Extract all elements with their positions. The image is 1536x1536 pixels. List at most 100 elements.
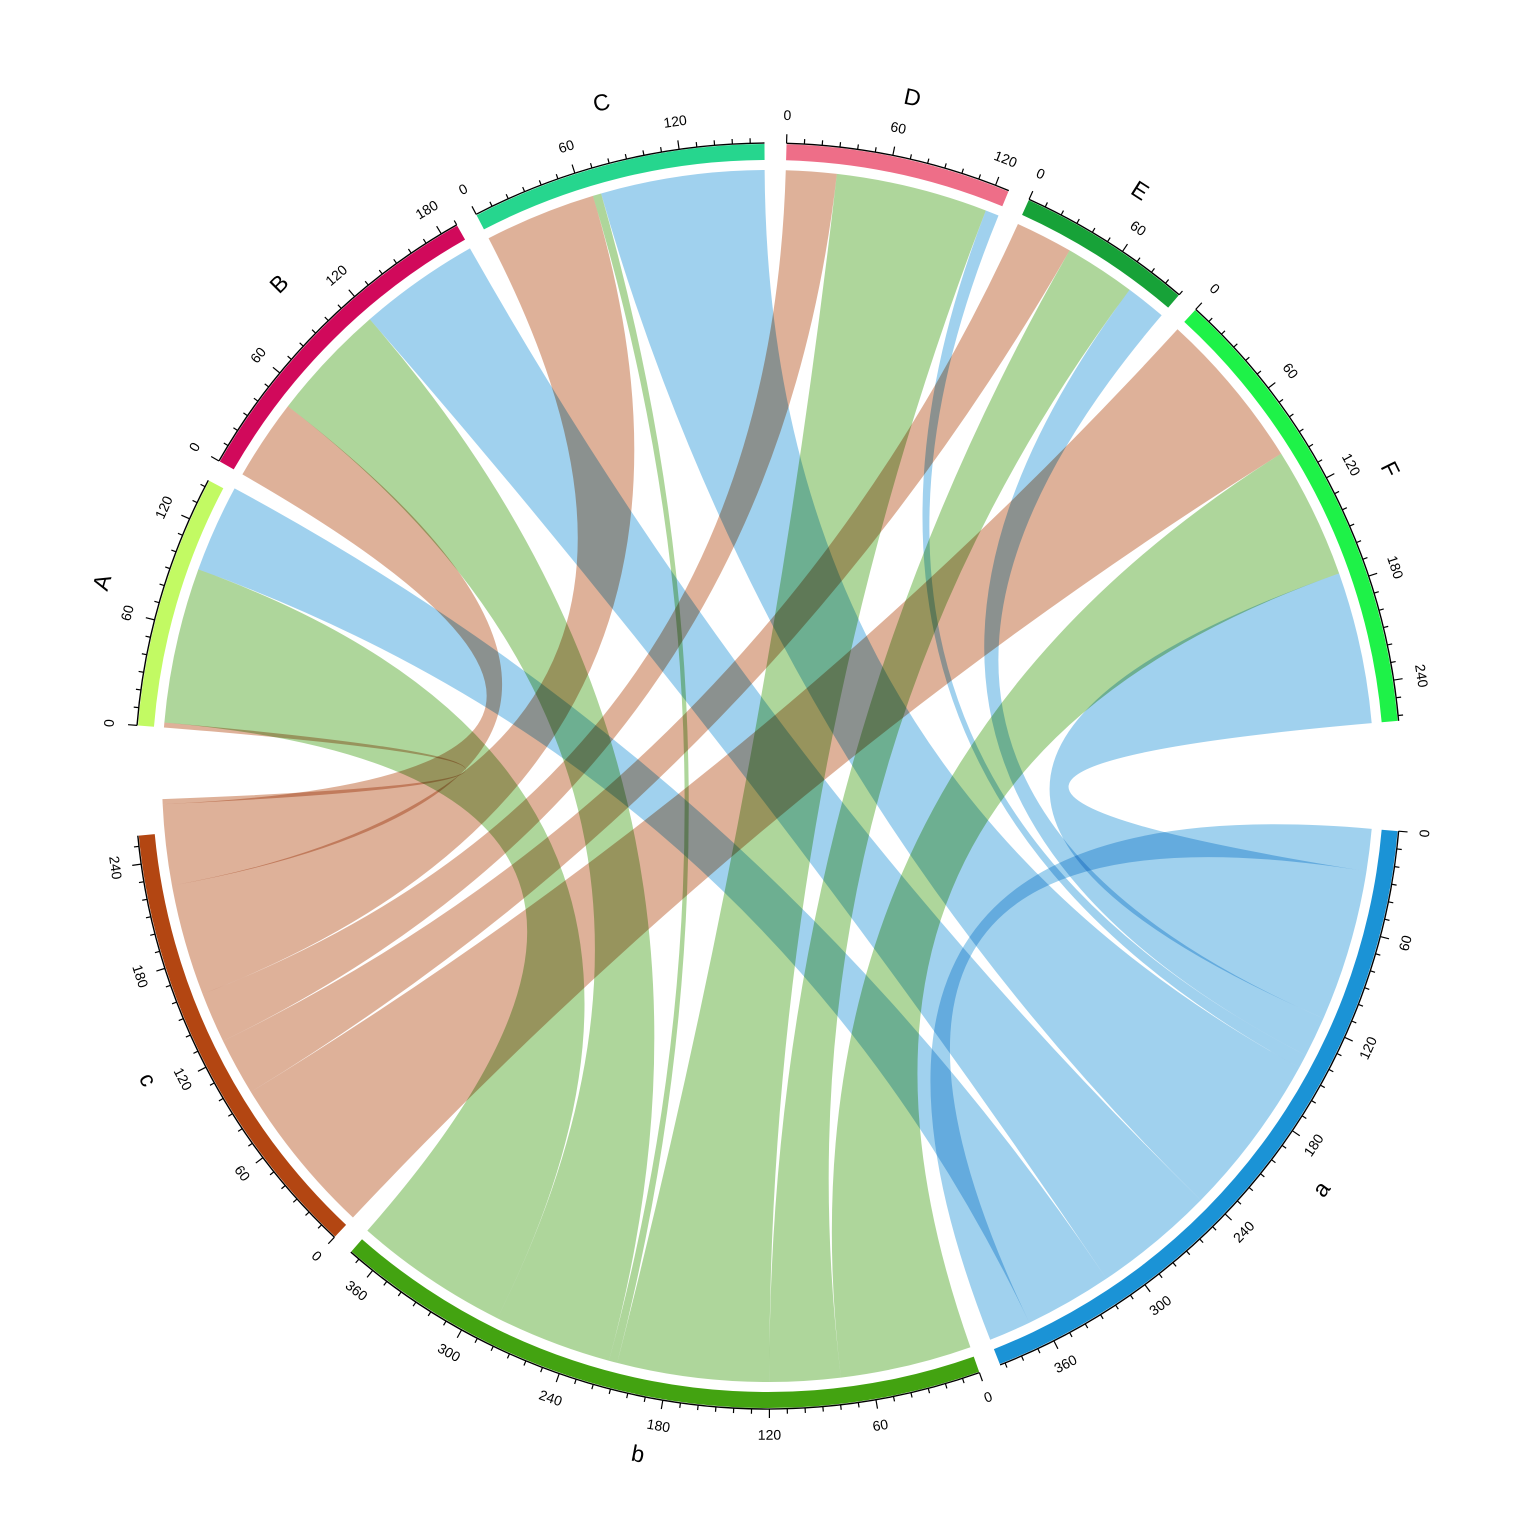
tick-B-110	[337, 304, 342, 309]
tick-C-110	[660, 146, 663, 153]
tick-A-110	[177, 532, 183, 536]
tick-C-20	[505, 193, 509, 200]
tick-F-80	[1288, 413, 1294, 418]
tick-c-160	[171, 1001, 177, 1005]
tick-a-360	[1053, 1340, 1059, 1350]
tick-b-350	[383, 1280, 388, 1286]
tick-a-270	[1186, 1250, 1191, 1256]
tick-label-C-60: 60	[556, 136, 576, 156]
tick-label-b-60: 60	[871, 1416, 889, 1434]
tick-A-60	[145, 617, 155, 621]
tick-a-340	[1084, 1323, 1089, 1329]
tick-b-80	[840, 1404, 842, 1410]
tick-B-150	[393, 258, 398, 264]
tick-label-D-60: 60	[889, 118, 908, 137]
tick-B-30	[243, 412, 248, 417]
tick-C-90	[624, 154, 628, 160]
sector-label-a: a	[1307, 1176, 1336, 1202]
tick-F-50	[1256, 370, 1262, 375]
tick-a-130	[1336, 1052, 1342, 1057]
tick-label-c-120: 120	[171, 1065, 196, 1093]
tick-A-100	[171, 549, 177, 553]
tick-a-90	[1364, 987, 1370, 990]
tick-label-c-60: 60	[231, 1162, 253, 1184]
link-A-c	[162, 722, 466, 805]
tick-E-70	[1136, 257, 1141, 263]
tick-c-60	[255, 1157, 264, 1164]
tick-c-240	[132, 863, 142, 866]
tick-c-10	[317, 1224, 323, 1229]
tick-label-C-0: 0	[456, 180, 470, 198]
tick-label-b-0: 0	[982, 1388, 995, 1406]
tick-a-190	[1281, 1144, 1287, 1149]
tick-B-70	[287, 355, 292, 360]
tick-label-F-0: 0	[1207, 280, 1224, 297]
tick-b-30	[927, 1388, 931, 1394]
tick-b-300	[456, 1329, 463, 1339]
tick-c-250	[133, 845, 139, 848]
tick-label-A-120: 120	[152, 493, 176, 521]
tick-D-90	[944, 163, 947, 169]
tick-b-160	[697, 1405, 699, 1411]
tick-a-70	[1375, 953, 1381, 956]
tick-c-40	[281, 1185, 286, 1190]
tick-A-130	[192, 499, 198, 504]
tick-b-10	[961, 1378, 965, 1384]
sector-track-c	[138, 834, 347, 1237]
tick-b-330	[412, 1301, 417, 1307]
tick-b-60	[875, 1399, 879, 1409]
tick-D-110	[978, 174, 982, 180]
tick-E-0	[1028, 190, 1034, 200]
tick-b-40	[910, 1392, 913, 1398]
tick-B-180	[436, 225, 442, 235]
link-a-a	[930, 824, 1372, 1340]
tick-b-310	[443, 1320, 447, 1326]
tick-F-40	[1245, 356, 1250, 361]
tick-a-260	[1199, 1238, 1204, 1244]
tick-D-70	[909, 154, 912, 160]
tick-c-150	[178, 1018, 184, 1022]
tick-a-160	[1311, 1100, 1317, 1104]
tick-a-10	[1396, 848, 1402, 851]
sector-label-A: A	[87, 571, 116, 594]
tick-F-70	[1278, 398, 1284, 403]
sector-track-D	[786, 144, 1009, 207]
tick-B-60	[272, 366, 281, 374]
tick-c-190	[154, 950, 160, 954]
tick-a-320	[1115, 1304, 1119, 1310]
tick-c-80	[237, 1128, 243, 1132]
tick-A-40	[141, 653, 147, 656]
link-C-c	[172, 195, 635, 995]
tick-label-c-180: 180	[129, 963, 151, 990]
tick-C-80	[607, 158, 610, 164]
tick-label-F-120: 120	[1339, 450, 1364, 478]
tick-a-210	[1260, 1173, 1265, 1178]
sector-track-A	[138, 480, 224, 727]
tick-b-70	[857, 1402, 860, 1408]
tick-a-40	[1388, 901, 1394, 904]
tick-label-A-0: 0	[101, 718, 118, 727]
tick-B-20	[233, 427, 238, 432]
tick-c-130	[193, 1050, 199, 1054]
tick-F-250	[1396, 696, 1402, 699]
tick-F-210	[1383, 625, 1389, 629]
tick-B-10	[223, 442, 229, 447]
tick-C-10	[489, 201, 493, 207]
tick-label-E-60: 60	[1127, 217, 1149, 239]
tick-a-180	[1291, 1130, 1301, 1137]
tick-c-170	[165, 984, 171, 988]
tick-b-240	[555, 1373, 560, 1383]
link-A-b	[164, 569, 585, 1319]
axis-line-F	[1195, 308, 1400, 721]
tick-label-a-360: 360	[1051, 1351, 1079, 1376]
sector-tracks-layer	[138, 144, 1398, 1408]
tick-label-A-60: 60	[117, 603, 136, 622]
tick-label-F-60: 60	[1279, 360, 1301, 382]
tick-a-200	[1271, 1159, 1276, 1164]
tick-A-0	[128, 724, 138, 727]
tick-c-20	[305, 1211, 310, 1216]
tick-F-160	[1356, 540, 1362, 544]
axis-line-B	[218, 224, 458, 462]
tick-D-50	[874, 147, 877, 153]
